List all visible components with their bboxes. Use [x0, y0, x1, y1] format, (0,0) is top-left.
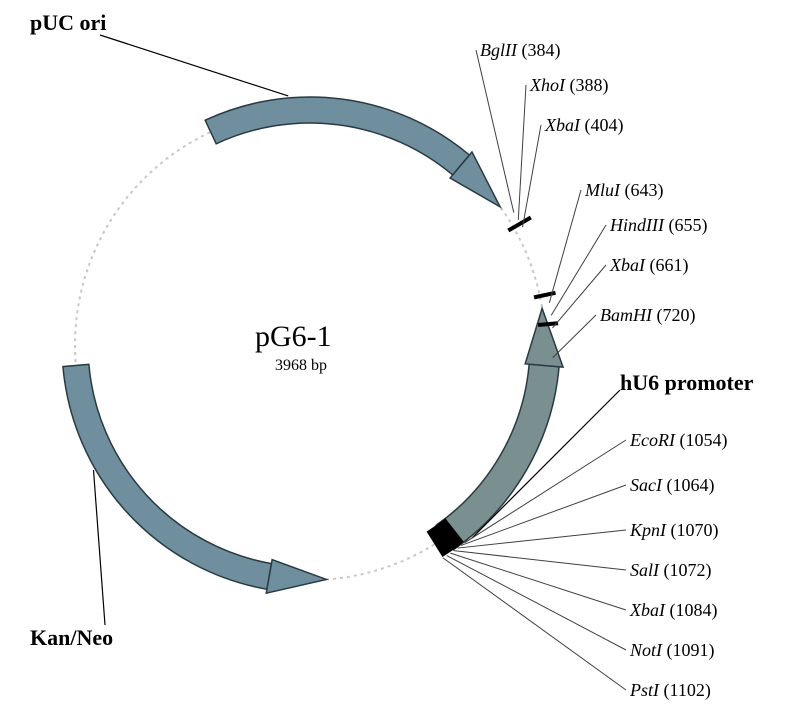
restriction-site-label: XbaI (1084) — [630, 600, 718, 621]
feature-label-puc-ori: pUC ori — [30, 10, 106, 36]
restriction-site-label: KpnI (1070) — [630, 520, 719, 541]
feature-label-hu6-promoter: hU6 promoter — [620, 370, 753, 396]
restriction-site-label: HindIII (655) — [610, 215, 707, 236]
restriction-site-label: EcoRI (1054) — [630, 430, 727, 451]
restriction-site-label: BglII (384) — [480, 40, 560, 61]
feature-label-kan-neo: Kan/Neo — [30, 625, 113, 651]
plasmid-name: pG6-1 — [255, 320, 332, 354]
restriction-site-label: NotI (1091) — [630, 640, 715, 661]
restriction-site-label: XbaI (661) — [610, 255, 689, 276]
restriction-site-label: XhoI (388) — [530, 75, 609, 96]
plasmid-size: 3968 bp — [275, 357, 327, 375]
restriction-site-label: MluI (643) — [585, 180, 664, 201]
restriction-site-label: SacI (1064) — [630, 475, 714, 496]
restriction-site-label: BamHI (720) — [600, 305, 696, 326]
plasmid-map: pG6-1 3968 bp BglII (384) XhoI (388) XbaI … — [0, 0, 800, 711]
restriction-site-label: SalI (1072) — [630, 560, 712, 581]
restriction-site-label: PstI (1102) — [630, 680, 711, 701]
restriction-site-label: XbaI (404) — [545, 115, 624, 136]
